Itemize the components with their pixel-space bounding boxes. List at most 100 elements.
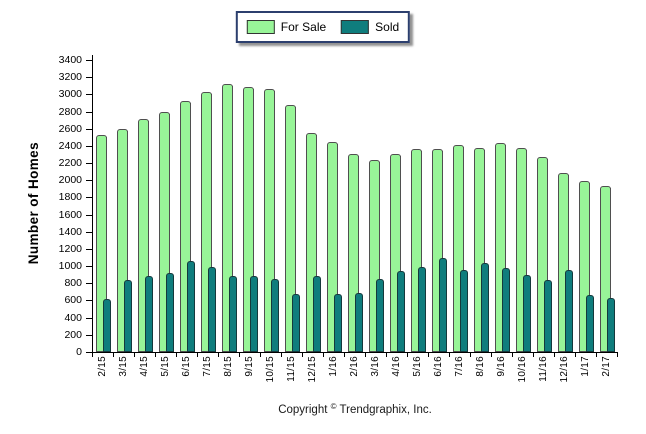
- bar-sold: [460, 270, 468, 352]
- x-axis-tick: [575, 353, 576, 357]
- x-axis-tick: [113, 353, 114, 357]
- bar-stem: [484, 150, 485, 261]
- sold-swatch-icon: [341, 20, 370, 34]
- bar-sold: [586, 295, 594, 352]
- y-axis-label: 1200: [58, 243, 82, 255]
- x-axis-tick: [617, 353, 618, 357]
- bar-sold: [376, 279, 384, 352]
- bar-stem: [442, 151, 443, 256]
- x-axis-tick: [533, 353, 534, 357]
- bar-stem: [295, 107, 296, 292]
- y-axis-label: 3400: [58, 54, 82, 66]
- x-axis-tick: [176, 353, 177, 357]
- y-axis-tick: [86, 300, 92, 301]
- x-axis-line: [92, 352, 618, 353]
- x-axis-label: 6/16: [433, 356, 444, 377]
- bar-stem: [610, 188, 611, 296]
- y-axis-tick: [86, 146, 92, 147]
- bar-sold: [187, 261, 195, 352]
- x-axis-tick: [554, 353, 555, 357]
- y-axis-label: 2800: [58, 106, 82, 118]
- bar-stem: [505, 145, 506, 266]
- bar-stem: [568, 175, 569, 268]
- bar-sold: [502, 268, 510, 352]
- x-axis-label: 5/15: [160, 356, 171, 377]
- x-axis-tick: [407, 353, 408, 357]
- x-axis-tick: [449, 353, 450, 357]
- bar-sold: [166, 273, 174, 352]
- bar-stem: [547, 159, 548, 278]
- bar-stem: [169, 114, 170, 271]
- x-axis-label: 11/16: [538, 356, 549, 382]
- bar-sold: [607, 298, 615, 352]
- bar-sold: [208, 267, 216, 352]
- bar-stem: [337, 144, 338, 292]
- y-axis-label: 1400: [58, 226, 82, 238]
- legend-item-sold: Sold: [341, 20, 399, 34]
- y-axis-tick: [86, 77, 92, 78]
- bar-sold: [397, 271, 405, 352]
- y-axis-tick: [86, 352, 92, 353]
- y-axis-label: 1000: [58, 260, 82, 272]
- bar-sold: [481, 263, 489, 352]
- x-axis-label: 9/15: [244, 356, 255, 377]
- x-axis-tick: [344, 353, 345, 357]
- x-axis-label: 7/16: [454, 356, 465, 377]
- x-axis-tick: [218, 353, 219, 357]
- bar-sold: [418, 267, 426, 352]
- y-axis-tick: [86, 232, 92, 233]
- bar-sold: [103, 299, 111, 352]
- chart-legend: For Sale Sold: [235, 11, 411, 43]
- y-axis-label: 2200: [58, 157, 82, 169]
- x-axis-tick: [239, 353, 240, 357]
- bar-stem: [148, 121, 149, 274]
- bar-sold: [313, 276, 321, 352]
- x-axis-label: 1/17: [580, 356, 591, 377]
- x-axis-label: 1/16: [328, 356, 339, 377]
- x-axis-tick: [386, 353, 387, 357]
- x-axis-tick: [155, 353, 156, 357]
- x-axis-tick: [92, 353, 93, 357]
- bar-stem: [253, 89, 254, 274]
- bar-sold: [271, 279, 279, 352]
- y-axis-label: 0: [76, 346, 82, 358]
- x-axis-label: 2/15: [97, 356, 108, 377]
- x-axis-tick: [596, 353, 597, 357]
- copyright-text: Copyright © Trendgraphix, Inc.: [278, 402, 432, 416]
- y-axis-label: 3200: [58, 71, 82, 83]
- bar-stem: [316, 135, 317, 274]
- x-axis-label: 4/15: [139, 356, 150, 377]
- y-axis-tick: [86, 215, 92, 216]
- x-axis-label: 8/16: [475, 356, 486, 377]
- y-axis-tick: [86, 283, 92, 284]
- bar-sold: [250, 276, 258, 352]
- y-axis-tick: [86, 266, 92, 267]
- for-sale-swatch-icon: [246, 20, 275, 34]
- bar-stem: [106, 137, 107, 297]
- x-axis-tick: [491, 353, 492, 357]
- bar-stem: [463, 147, 464, 268]
- y-axis-label: 3000: [58, 88, 82, 100]
- x-axis-tick: [470, 353, 471, 357]
- bar-sold: [334, 294, 342, 352]
- bar-stem: [190, 103, 191, 259]
- y-axis-label: 800: [64, 277, 82, 289]
- y-axis-tick: [86, 180, 92, 181]
- bar-stem: [589, 183, 590, 293]
- y-axis-tick: [86, 249, 92, 250]
- y-axis-line: [92, 55, 93, 353]
- x-axis-tick: [428, 353, 429, 357]
- y-axis-tick: [86, 60, 92, 61]
- legend-label-for-sale: For Sale: [280, 20, 327, 34]
- y-axis-label: 1600: [58, 209, 82, 221]
- y-axis-tick: [86, 112, 92, 113]
- x-axis-label: 2/17: [601, 356, 612, 377]
- x-axis-tick: [512, 353, 513, 357]
- bar-sold: [439, 258, 447, 352]
- bar-stem: [400, 156, 401, 269]
- x-axis-label: 6/15: [181, 356, 192, 377]
- x-axis-tick: [365, 353, 366, 357]
- x-axis-label: 2/16: [349, 356, 360, 377]
- y-axis-tick: [86, 129, 92, 130]
- bar-stem: [358, 156, 359, 291]
